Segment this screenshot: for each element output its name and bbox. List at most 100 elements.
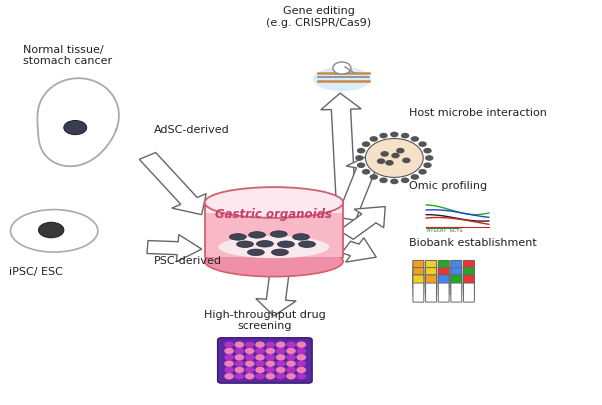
Circle shape — [255, 348, 265, 354]
Circle shape — [296, 367, 306, 373]
Circle shape — [370, 174, 378, 180]
Circle shape — [286, 348, 296, 354]
Ellipse shape — [278, 241, 294, 247]
Circle shape — [255, 373, 265, 379]
Circle shape — [276, 348, 285, 354]
FancyBboxPatch shape — [464, 260, 474, 288]
Ellipse shape — [270, 231, 287, 237]
Ellipse shape — [205, 187, 343, 218]
Circle shape — [380, 151, 389, 157]
Circle shape — [333, 62, 351, 74]
Circle shape — [265, 360, 275, 367]
FancyBboxPatch shape — [451, 260, 462, 269]
Text: iPSC/ ESC: iPSC/ ESC — [9, 267, 63, 277]
Circle shape — [357, 148, 365, 153]
Circle shape — [379, 177, 388, 183]
Ellipse shape — [219, 236, 329, 258]
Polygon shape — [139, 153, 206, 215]
FancyBboxPatch shape — [451, 260, 462, 288]
Ellipse shape — [256, 241, 273, 247]
Circle shape — [265, 354, 275, 360]
FancyBboxPatch shape — [438, 275, 449, 283]
FancyBboxPatch shape — [464, 275, 474, 283]
Circle shape — [265, 348, 275, 354]
Circle shape — [365, 139, 423, 177]
Circle shape — [245, 348, 255, 354]
Circle shape — [245, 354, 255, 360]
FancyBboxPatch shape — [413, 260, 424, 288]
Circle shape — [286, 341, 296, 348]
FancyBboxPatch shape — [464, 260, 474, 269]
Ellipse shape — [237, 241, 253, 247]
Circle shape — [418, 141, 427, 147]
FancyBboxPatch shape — [413, 275, 424, 302]
Circle shape — [401, 177, 409, 183]
Circle shape — [418, 169, 427, 175]
Text: Normal tissue/
stomach cancer: Normal tissue/ stomach cancer — [23, 45, 112, 66]
Ellipse shape — [205, 246, 343, 277]
Circle shape — [391, 153, 400, 158]
Ellipse shape — [247, 249, 264, 256]
Circle shape — [296, 360, 306, 367]
Circle shape — [362, 169, 370, 175]
Circle shape — [235, 354, 244, 360]
Ellipse shape — [64, 121, 87, 134]
FancyBboxPatch shape — [413, 275, 424, 283]
Circle shape — [423, 162, 432, 168]
Circle shape — [411, 174, 419, 180]
Circle shape — [370, 136, 378, 142]
Circle shape — [286, 367, 296, 373]
Ellipse shape — [293, 234, 309, 240]
FancyBboxPatch shape — [464, 275, 474, 302]
FancyBboxPatch shape — [464, 268, 474, 295]
Polygon shape — [321, 93, 361, 209]
FancyBboxPatch shape — [451, 275, 462, 283]
FancyBboxPatch shape — [426, 260, 436, 288]
Circle shape — [245, 367, 255, 373]
FancyBboxPatch shape — [438, 260, 449, 288]
FancyBboxPatch shape — [438, 268, 449, 295]
Circle shape — [355, 155, 364, 161]
Text: Biobank establishment: Biobank establishment — [409, 238, 537, 248]
Text: AdSC-derived: AdSC-derived — [154, 125, 229, 134]
Circle shape — [390, 132, 399, 137]
Circle shape — [235, 348, 244, 354]
FancyBboxPatch shape — [438, 260, 449, 269]
Ellipse shape — [10, 210, 98, 252]
Circle shape — [235, 367, 244, 373]
Circle shape — [224, 341, 234, 348]
Ellipse shape — [299, 241, 315, 247]
Circle shape — [235, 373, 244, 379]
Ellipse shape — [39, 222, 64, 238]
Polygon shape — [37, 78, 119, 166]
Circle shape — [296, 354, 306, 360]
FancyBboxPatch shape — [451, 268, 462, 295]
Circle shape — [377, 158, 385, 164]
Ellipse shape — [314, 67, 370, 91]
Circle shape — [255, 360, 265, 367]
FancyBboxPatch shape — [451, 268, 462, 276]
Polygon shape — [256, 269, 296, 316]
FancyBboxPatch shape — [426, 275, 436, 302]
Circle shape — [385, 160, 394, 166]
FancyBboxPatch shape — [438, 275, 449, 302]
Circle shape — [276, 341, 285, 348]
Circle shape — [224, 367, 234, 373]
Circle shape — [224, 360, 234, 367]
Ellipse shape — [249, 232, 265, 238]
Circle shape — [362, 141, 370, 147]
Circle shape — [402, 158, 411, 163]
Circle shape — [423, 148, 432, 153]
Circle shape — [235, 341, 244, 348]
Circle shape — [276, 367, 285, 373]
FancyBboxPatch shape — [438, 268, 449, 276]
Circle shape — [425, 155, 433, 161]
Circle shape — [296, 341, 306, 348]
Circle shape — [265, 341, 275, 348]
Text: PSC-derived: PSC-derived — [154, 256, 222, 266]
Circle shape — [296, 348, 306, 354]
Circle shape — [286, 354, 296, 360]
FancyBboxPatch shape — [426, 260, 436, 269]
FancyBboxPatch shape — [413, 268, 424, 295]
Polygon shape — [205, 202, 343, 261]
